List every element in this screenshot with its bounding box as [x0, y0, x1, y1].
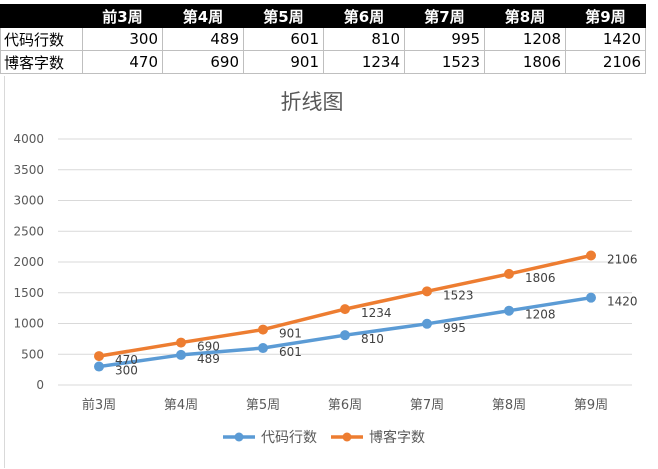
table-cell[interactable]: 1234	[323, 50, 405, 74]
table-cell[interactable]: 470	[82, 50, 163, 74]
table-cell[interactable]: 1806	[484, 50, 566, 74]
x-tick-label: 第5周	[246, 398, 280, 413]
x-tick-label: 第6周	[328, 398, 362, 413]
y-tick-label: 3500	[13, 163, 44, 177]
data-point	[340, 330, 350, 341]
data-point	[586, 250, 596, 261]
data-label: 810	[361, 332, 384, 346]
data-point	[422, 286, 432, 297]
data-point	[504, 305, 514, 316]
table-cell[interactable]: 995	[404, 27, 485, 51]
table-cell[interactable]: 690	[162, 50, 244, 74]
table-cell[interactable]: 489	[162, 27, 244, 51]
data-label: 2106	[607, 252, 638, 266]
data-point	[340, 304, 350, 315]
x-tick-label: 第7周	[410, 398, 444, 413]
header-cell[interactable]	[0, 4, 83, 28]
series-lines: 300 489 601 810 995 1208 1420 470 690 901 1234 1523…	[94, 250, 638, 378]
data-label: 489	[197, 352, 220, 366]
y-tick-label: 1500	[13, 286, 44, 300]
table-cell[interactable]: 601	[243, 27, 324, 51]
row-label-cell[interactable]: 博客字数	[0, 50, 83, 74]
data-point	[258, 343, 268, 354]
y-tick-label: 0	[36, 378, 44, 392]
legend-marker	[342, 432, 352, 442]
data-point	[94, 361, 104, 372]
data-label: 1806	[525, 271, 556, 285]
data-table: 前3周 第4周 第5周 第6周 第7周 第8周 第9周 代码行数 300 489…	[0, 4, 646, 74]
table-header-row: 前3周 第4周 第5周 第6周 第7周 第8周 第9周	[0, 4, 646, 28]
header-cell[interactable]: 第9周	[565, 4, 646, 28]
header-cell[interactable]: 第7周	[404, 4, 485, 28]
legend-marker	[234, 432, 244, 442]
x-tick-label: 前3周	[82, 397, 116, 413]
table-cell[interactable]: 2106	[565, 50, 646, 74]
data-label: 601	[279, 345, 302, 359]
header-cell[interactable]: 前3周	[82, 4, 163, 28]
legend-entry: 博客字数	[369, 429, 425, 446]
table-cell[interactable]: 901	[243, 50, 324, 74]
data-label: 901	[279, 327, 302, 341]
data-point	[586, 292, 596, 303]
y-tick-label: 2500	[13, 224, 44, 238]
data-label: 995	[443, 321, 466, 335]
data-point	[258, 324, 268, 335]
header-cell[interactable]: 第4周	[162, 4, 244, 28]
x-tick-label: 第8周	[492, 398, 526, 413]
data-point	[176, 337, 186, 348]
data-point	[176, 349, 186, 360]
data-point	[422, 318, 432, 329]
data-label: 1208	[525, 308, 556, 322]
table-row: 博客字数 470 690 901 1234 1523 1806 2106	[0, 50, 646, 74]
y-tick-label: 2000	[13, 255, 44, 269]
legend: 代码行数 博客字数	[223, 429, 425, 446]
table-cell[interactable]: 300	[82, 27, 163, 51]
data-label: 300	[115, 364, 138, 378]
table-cell[interactable]: 1420	[565, 27, 646, 51]
gridlines	[58, 138, 632, 386]
chart-object[interactable]: 折线图 0 500 1000 1500 2000 2500 3000 3500 4000 前3周…	[4, 76, 657, 468]
row-label-cell[interactable]: 代码行数	[0, 27, 83, 51]
y-tick-label: 3000	[13, 194, 44, 208]
y-axis-ticks: 0 500 1000 1500 2000 2500 3000 3500 4000	[13, 132, 44, 392]
data-label: 690	[197, 340, 220, 354]
data-point	[94, 351, 104, 362]
table-cell[interactable]: 1523	[404, 50, 485, 74]
data-point	[504, 268, 514, 279]
x-tick-label: 第9周	[574, 398, 608, 413]
x-tick-label: 第4周	[164, 398, 198, 413]
header-cell[interactable]: 第5周	[243, 4, 324, 28]
chart-title: 折线图	[281, 90, 344, 114]
header-cell[interactable]: 第6周	[323, 4, 405, 28]
y-tick-label: 500	[21, 347, 44, 361]
legend-entry: 代码行数	[261, 430, 317, 446]
data-label: 470	[115, 353, 138, 367]
y-tick-label: 1000	[13, 317, 44, 331]
line-chart: 折线图 0 500 1000 1500 2000 2500 3000 3500 4000 前3周…	[13, 90, 638, 446]
x-axis-ticks: 前3周 第4周 第5周 第6周 第7周 第8周 第9周	[82, 397, 608, 413]
data-label: 1523	[443, 288, 474, 302]
header-cell[interactable]: 第8周	[484, 4, 566, 28]
data-label: 1420	[607, 295, 638, 309]
table-cell[interactable]: 810	[323, 27, 405, 51]
table-cell[interactable]: 1208	[484, 27, 566, 51]
table-row: 代码行数 300 489 601 810 995 1208 1420	[0, 27, 646, 51]
y-tick-label: 4000	[13, 132, 44, 146]
data-label: 1234	[361, 306, 392, 320]
